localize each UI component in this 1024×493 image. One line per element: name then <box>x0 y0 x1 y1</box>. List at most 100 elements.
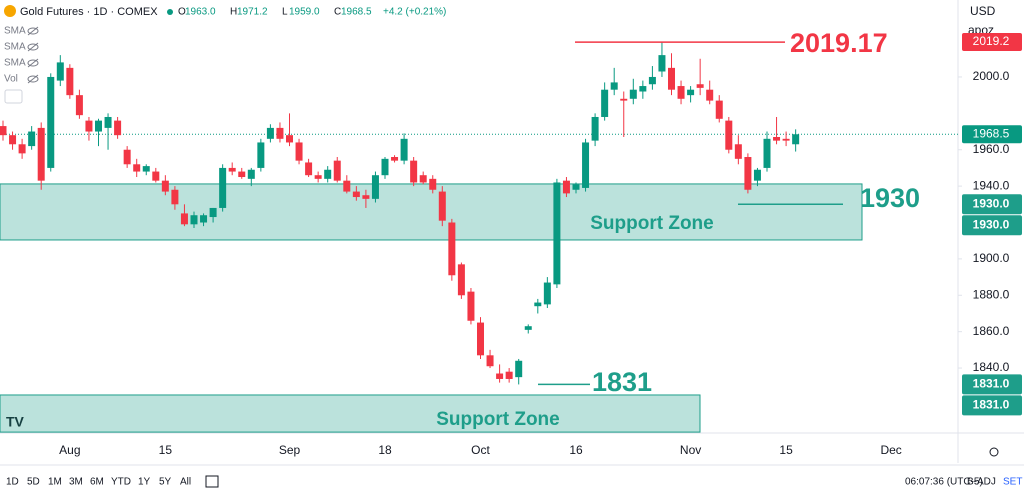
candle-body <box>534 302 542 307</box>
indicator-name: SMA <box>4 26 26 37</box>
symbol-icon <box>4 5 16 17</box>
candle-body <box>744 157 752 190</box>
candle-body <box>161 180 169 192</box>
candle-body <box>47 76 55 168</box>
candle-body <box>95 120 102 132</box>
market-status <box>167 9 173 15</box>
hide-icon-slash <box>27 26 39 36</box>
candle-body <box>333 160 341 181</box>
range-button[interactable]: 1Y <box>138 477 151 488</box>
candle-body <box>706 89 714 101</box>
range-button[interactable]: 6M <box>90 477 104 488</box>
price-label: 1831.0 <box>973 377 1010 391</box>
candle-body <box>209 207 217 218</box>
indicator-name: Vol <box>4 74 18 85</box>
hide-icon[interactable] <box>27 43 39 51</box>
candle-body <box>238 171 246 178</box>
price-label: 1930.0 <box>973 196 1010 210</box>
candle-body <box>123 149 131 165</box>
candle-body <box>56 62 64 81</box>
x-tick-label: Oct <box>471 443 490 457</box>
y-tick-label: 1840.0 <box>973 360 1010 374</box>
collapse-button[interactable] <box>4 89 23 104</box>
calendar-icon[interactable] <box>205 475 219 488</box>
candle-body <box>400 138 408 161</box>
price-label-box <box>962 395 1022 416</box>
logo: TV <box>6 414 25 430</box>
range-button[interactable]: 1D <box>6 477 19 488</box>
candle-body <box>219 167 227 208</box>
range-button[interactable]: 3M <box>69 477 83 488</box>
currency-box[interactable] <box>962 3 1020 22</box>
candle-body <box>668 67 675 90</box>
hide-icon-slash <box>27 42 39 52</box>
candle-body <box>286 135 293 143</box>
hide-icon[interactable] <box>27 75 39 83</box>
candle-body <box>448 222 456 276</box>
candle-body <box>515 360 523 378</box>
candle-body <box>524 326 532 330</box>
x-tick-label: 18 <box>378 443 392 457</box>
candle-body <box>171 189 179 205</box>
candle-body <box>658 55 666 72</box>
range-button[interactable]: 1M <box>48 477 62 488</box>
hide-icon-slash <box>27 74 39 84</box>
candle-body <box>0 126 7 136</box>
candle-body <box>505 371 513 379</box>
settings[interactable]: SET <box>1003 477 1022 488</box>
indicator-name: SMA <box>4 58 26 69</box>
candle-body <box>553 182 561 285</box>
y-tick-label: 1960.0 <box>973 142 1010 156</box>
candle-body <box>629 89 637 99</box>
candle-body <box>200 215 208 223</box>
hide-icon[interactable] <box>27 27 39 35</box>
candle-body <box>792 134 800 145</box>
candle-body <box>773 136 781 141</box>
x-tick-label: 15 <box>779 443 793 457</box>
candle-body <box>687 89 695 96</box>
range-button[interactable]: YTD <box>111 477 131 488</box>
candle-body <box>9 135 17 145</box>
quote-value: 1971.2 <box>237 7 268 18</box>
quote-change: +4.2 (+0.21%) <box>383 7 446 18</box>
candle-body <box>75 95 83 116</box>
x-tick-label: 16 <box>569 443 583 457</box>
candle-body <box>457 264 465 296</box>
clock: 06:07:36 (UTC-5) <box>905 477 983 488</box>
candle-body <box>381 158 389 176</box>
range-button[interactable]: All <box>180 477 191 488</box>
candle-body <box>114 120 122 136</box>
x-tick-label: Dec <box>880 443 901 457</box>
candle-body <box>142 166 150 172</box>
x-tick-label: 15 <box>159 443 173 457</box>
hide-icon-slash <box>27 58 39 68</box>
candle-body <box>28 131 36 147</box>
candle-body <box>152 171 160 181</box>
adjust[interactable]: B-ADJ <box>967 477 996 488</box>
candle-body <box>562 180 570 194</box>
hide-icon[interactable] <box>27 59 39 67</box>
quote-key: H <box>230 7 237 18</box>
candle-body <box>257 142 265 168</box>
range-button[interactable]: 5Y <box>159 477 172 488</box>
candle-body <box>305 162 313 176</box>
settings-icon[interactable] <box>989 447 999 457</box>
candle-body <box>85 120 93 132</box>
candle-body <box>582 142 590 188</box>
x-tick-label: Nov <box>680 443 701 457</box>
candle-body <box>677 86 685 99</box>
candle-body <box>620 98 628 101</box>
y-tick-label: 1940.0 <box>973 178 1010 192</box>
y-tick-label: 2000.0 <box>973 69 1010 83</box>
range-button[interactable]: 5D <box>27 477 40 488</box>
candle-body <box>352 191 360 198</box>
candle-body <box>610 82 618 90</box>
y-tick-label: 1880.0 <box>973 287 1010 301</box>
quote-key: O <box>178 7 186 18</box>
currency[interactable]: USD <box>970 4 996 18</box>
price-marker-box <box>962 33 1022 52</box>
zone-label: Support Zone <box>590 213 713 234</box>
candle-body <box>104 116 112 128</box>
x-tick-label: Aug <box>59 443 80 457</box>
